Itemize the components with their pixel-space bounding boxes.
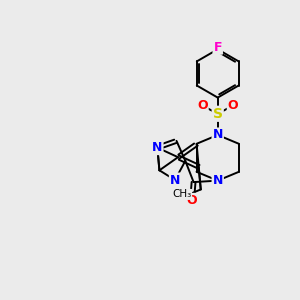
Text: O: O <box>197 99 208 112</box>
Text: N: N <box>212 128 223 142</box>
Text: O: O <box>187 194 197 207</box>
Text: F: F <box>214 41 222 54</box>
Text: N: N <box>152 141 163 154</box>
Text: S: S <box>213 107 223 121</box>
Text: O: O <box>228 99 238 112</box>
Text: N: N <box>170 173 180 187</box>
Text: N: N <box>212 174 223 187</box>
Text: CH₃: CH₃ <box>172 189 191 200</box>
